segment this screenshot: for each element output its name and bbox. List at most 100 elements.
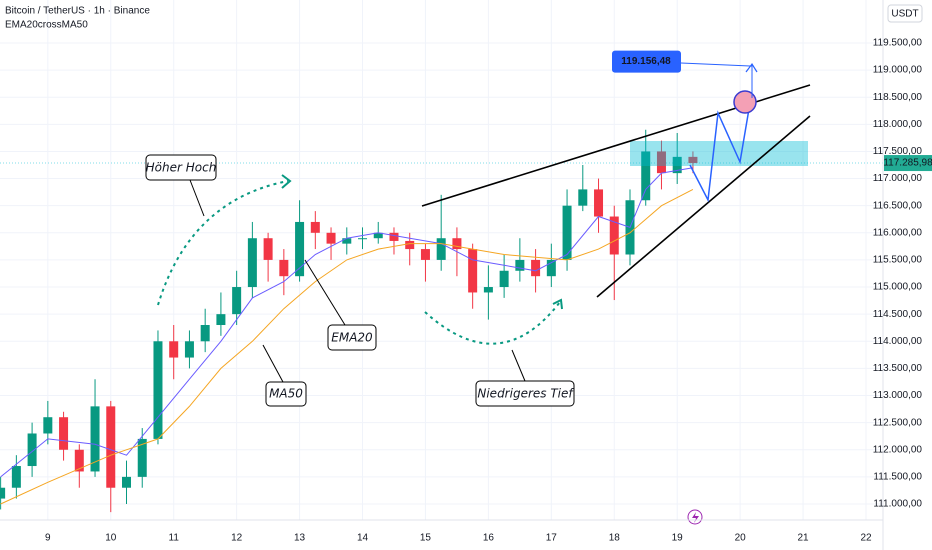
breakout-circle [733, 90, 757, 114]
currency-box[interactable] [887, 4, 923, 23]
candle-body [137, 438, 147, 477]
target-line [680, 62, 752, 67]
candle-body [122, 476, 132, 488]
candle-body [389, 232, 399, 241]
higher-high-arrow [281, 174, 292, 189]
price-axis [883, 0, 932, 550]
x-tick-label: 22 [860, 533, 872, 544]
candle-body [43, 417, 53, 434]
last-price-label: 117.285,98 [883, 158, 932, 169]
y-tick-label: 119.500,00 [873, 38, 923, 49]
x-tick-label: 17 [546, 533, 558, 544]
chart-title: Bitcoin / TetherUS · 1h · Binance [5, 6, 150, 17]
x-tick-label: 15 [420, 533, 432, 544]
candle-body [153, 341, 163, 439]
candle-body [373, 232, 383, 239]
x-tick-label: 20 [735, 533, 747, 544]
callout-box [145, 154, 217, 181]
candle-body [0, 487, 6, 499]
x-tick-label: 16 [483, 533, 495, 544]
y-tick-label: 114.500,00 [873, 309, 923, 320]
x-tick-label: 19 [672, 533, 684, 544]
candle-body [59, 417, 69, 450]
candle-body [200, 325, 210, 342]
y-tick-label: 117.500,00 [873, 146, 923, 157]
target-zone [630, 141, 808, 166]
y-tick-label: 118.000,00 [873, 119, 923, 130]
callout-text: EMA20 [331, 331, 373, 345]
target-box [612, 50, 681, 73]
candle-body [232, 287, 242, 315]
lower-low-curve [424, 301, 561, 345]
candle-body [27, 433, 37, 467]
marks [0, 129, 698, 513]
callout-line [189, 179, 205, 217]
x-tick-label: 9 [45, 533, 51, 544]
candle-body [641, 151, 651, 201]
labels: 111.000,00 111.500,00 112.000,00 112.500,00… [45, 38, 932, 544]
candle-body [656, 151, 666, 174]
candle-body [310, 221, 320, 233]
x-tick-label: 11 [169, 533, 180, 544]
last-price-box [884, 155, 932, 172]
candle-body [531, 259, 541, 277]
candle-body [483, 287, 493, 293]
y-tick-label: 116.500,00 [873, 200, 923, 211]
callout-line [511, 349, 526, 382]
candle-body [184, 341, 194, 358]
candle-body [263, 238, 273, 260]
candle-body [279, 259, 289, 277]
candle-body [515, 259, 525, 271]
y-tick-label: 111.500,00 [873, 472, 922, 483]
candle-body [295, 221, 305, 277]
candle-body [358, 238, 368, 240]
callout-box [475, 380, 575, 407]
lower-trendline [596, 115, 811, 298]
candle-body [11, 466, 21, 488]
callout-text: Niedrigeres Tief [477, 387, 574, 401]
x-tick-label: 13 [294, 533, 306, 544]
candle-body [216, 314, 226, 326]
callout-box [265, 381, 307, 407]
x-tick-label: 21 [798, 533, 810, 544]
y-tick-label: 111.000,00 [873, 499, 922, 510]
candle-body [468, 249, 478, 293]
x-tick-label: 10 [105, 533, 117, 544]
candle-body [672, 156, 682, 174]
candle-body [546, 259, 556, 277]
candle-body [578, 189, 588, 206]
drawings: Höher Hoch EMA20 MA50 Niedrigeres Tief [145, 62, 811, 525]
y-tick-label: 116.000,00 [873, 227, 923, 238]
y-tick-label: 113.000,00 [873, 390, 923, 401]
moving-average-line [0, 188, 694, 505]
candle-body [74, 449, 84, 472]
indicator-name: EMA20crossMA50 [5, 20, 88, 31]
target-label: 119.156,48 [621, 56, 671, 67]
event-icon-bolt [692, 512, 699, 523]
callout-line [304, 259, 346, 326]
y-tick-label: 117.000,00 [873, 173, 923, 184]
callout-box [327, 324, 377, 351]
y-tick-label: 115.000,00 [873, 282, 923, 293]
candle-body [90, 406, 100, 472]
y-tick-label: 118.500,00 [873, 92, 923, 103]
y-tick-label: 113.500,00 [873, 363, 923, 374]
candle-body [405, 240, 415, 250]
lower-low-arrow [552, 298, 563, 310]
candle-body [594, 189, 604, 217]
candle-body [452, 238, 462, 250]
currency: USDT [891, 9, 918, 20]
candle-body [436, 238, 446, 260]
candle-body [688, 156, 698, 164]
moving-average-line [0, 167, 693, 478]
candle-body [562, 205, 572, 260]
candle-body [169, 341, 179, 358]
callout-line [262, 344, 284, 383]
candle-body [609, 216, 619, 255]
y-tick-label: 112.000,00 [873, 444, 923, 455]
y-tick-label: 114.000,00 [873, 336, 923, 347]
candle-body [326, 232, 336, 244]
x-tick-label: 18 [609, 533, 621, 544]
candle-body [342, 238, 352, 244]
